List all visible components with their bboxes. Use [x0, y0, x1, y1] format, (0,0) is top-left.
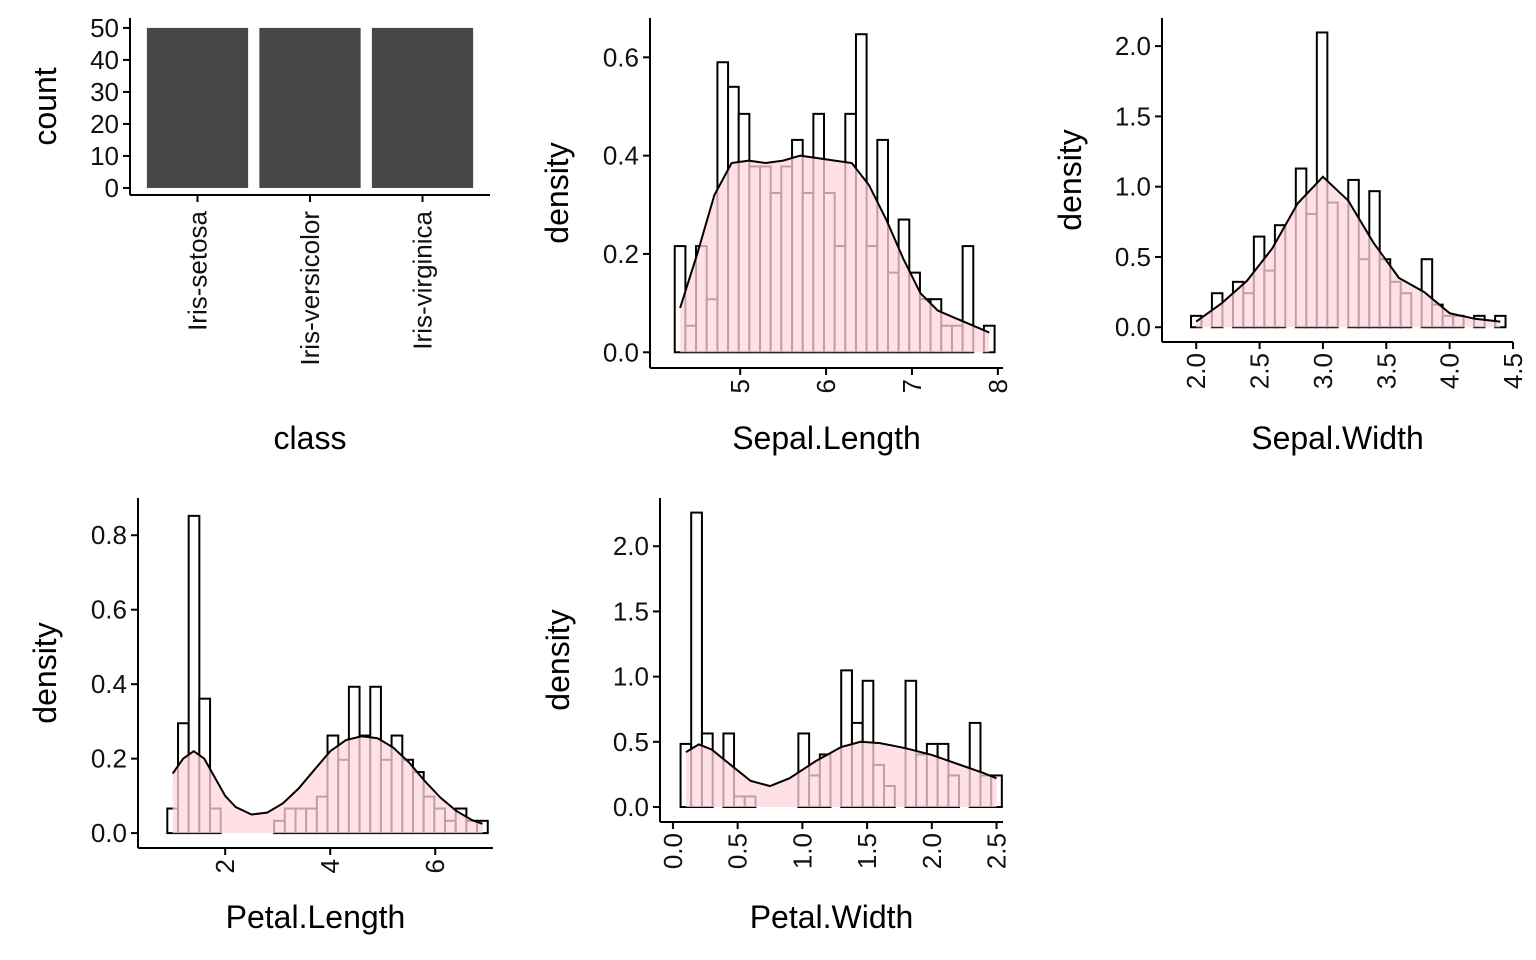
x-axis-title: Sepal.Width [1251, 420, 1424, 456]
x-tick-label: 4 [315, 859, 345, 873]
x-axis-title: Petal.Length [226, 899, 406, 935]
x-tick-label: 4.0 [1435, 353, 1465, 389]
x-tick-label: 2 [210, 859, 240, 873]
y-tick-label: 30 [90, 77, 119, 107]
y-tick-label: 0.4 [603, 141, 639, 171]
bar [146, 27, 249, 188]
x-tick-label: 2.0 [917, 833, 947, 869]
panel: 0.0 0.2 0.4 0.6 Sepal.Length density 5 6 7 8 [539, 18, 1013, 456]
y-tick-label: 0.2 [91, 744, 127, 774]
y-tick-label: 0.2 [603, 239, 639, 269]
x-tick-label: 2.5 [982, 833, 1012, 869]
y-axis-title: count [27, 67, 63, 145]
density-line [685, 740, 997, 788]
y-axis-title: density [539, 142, 575, 243]
y-tick-label: 1.5 [613, 596, 649, 626]
x-tick-label: Iris-virginica [408, 210, 438, 349]
x-tick-label: 6 [811, 379, 841, 393]
x-tick-label: 0.0 [658, 833, 688, 869]
x-tick-label: 1.5 [852, 833, 882, 869]
y-tick-label: 2.0 [1115, 31, 1151, 61]
y-tick-label: 0.8 [91, 520, 127, 550]
x-axis-title: Sepal.Length [732, 420, 921, 456]
x-axis-title: class [274, 420, 347, 456]
panel: 0.0 0.2 0.4 0.6 0.8 Petal.Length density 2 4 6 [27, 498, 493, 935]
y-tick-label: 0.0 [91, 818, 127, 848]
y-tick-label: 0.5 [613, 727, 649, 757]
y-tick-label: 20 [90, 109, 119, 139]
density-area [685, 741, 997, 808]
x-tick-label: Iris-versicolor [295, 211, 325, 366]
bar [259, 27, 361, 188]
y-tick-label: 0.6 [603, 42, 639, 72]
x-tick-label: 3.5 [1371, 353, 1401, 389]
y-tick-label: 0.0 [603, 337, 639, 367]
x-axis-title: Petal.Width [750, 899, 914, 935]
x-tick-label: 2.0 [1181, 353, 1211, 389]
x-tick-label: 7 [897, 379, 927, 393]
panel: 0.0 0.5 1.0 1.5 2.0 Sepal.Width density 2.0 2.5 3… [1052, 18, 1528, 456]
density-line [171, 735, 483, 825]
density-line [1195, 175, 1501, 323]
x-tick-label: 5 [725, 379, 755, 393]
y-axis-title: density [27, 622, 63, 723]
density-area [1196, 176, 1501, 328]
y-tick-label: 40 [90, 45, 119, 75]
y-tick-label: 0.4 [91, 669, 127, 699]
bar [371, 27, 474, 188]
y-tick-label: 0.6 [91, 595, 127, 625]
y-tick-label: 0 [105, 173, 119, 203]
x-tick-label: 4.5 [1498, 353, 1528, 389]
x-tick-label: 0.5 [723, 833, 753, 869]
y-axis-title: density [540, 609, 576, 710]
y-axis-title: density [1052, 129, 1088, 230]
histogram-bar [690, 511, 703, 809]
y-tick-label: 0.5 [1115, 242, 1151, 272]
density-area [172, 736, 483, 834]
x-tick-label: 6 [420, 859, 450, 873]
y-tick-label: 1.0 [1115, 172, 1151, 202]
x-tick-label: 8 [983, 379, 1013, 393]
y-tick-label: 1.5 [1115, 101, 1151, 131]
y-tick-label: 50 [90, 13, 119, 43]
y-tick-label: 10 [90, 141, 119, 171]
x-tick-label: 3.0 [1308, 353, 1338, 389]
x-tick-label: 2.5 [1245, 353, 1275, 389]
y-tick-label: 2.0 [613, 531, 649, 561]
y-tick-label: 0.0 [613, 792, 649, 822]
y-tick-label: 1.0 [613, 662, 649, 692]
density-area [680, 155, 990, 353]
x-tick-label: Iris-setosa [183, 210, 213, 330]
x-tick-label: 1.0 [787, 833, 817, 869]
density-line [679, 154, 990, 334]
y-tick-label: 0.0 [1115, 312, 1151, 342]
